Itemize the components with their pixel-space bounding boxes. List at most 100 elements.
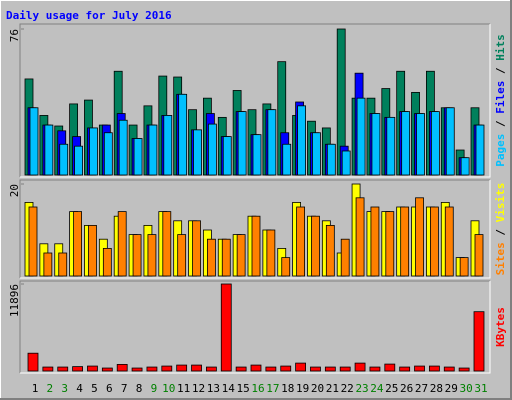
bar (341, 150, 351, 176)
bar (207, 123, 217, 176)
bar (252, 134, 262, 176)
legend-entry: Visits (494, 183, 507, 223)
x-tick-label: 16 (251, 382, 264, 395)
bar (282, 143, 292, 176)
bar (371, 113, 381, 176)
x-tick-label: 6 (106, 382, 113, 395)
bar (429, 206, 439, 277)
bar (445, 107, 455, 176)
x-tick-label: 12 (192, 382, 205, 395)
bar (117, 211, 127, 277)
x-tick-label: 8 (136, 382, 143, 395)
bar (356, 97, 366, 176)
bar (59, 143, 69, 176)
bar (430, 111, 440, 176)
bar (43, 252, 53, 277)
bar (161, 365, 173, 372)
bar (222, 136, 232, 176)
bar (206, 238, 216, 277)
bar (384, 363, 396, 372)
bar (176, 364, 188, 372)
x-tick-label: 23 (355, 382, 368, 395)
bar (220, 283, 232, 372)
bar (355, 197, 365, 277)
bar (443, 366, 455, 372)
x-tick-label: 5 (91, 382, 98, 395)
bar (370, 206, 380, 277)
chart-title: Daily usage for July 2016 (6, 9, 172, 22)
bar (414, 365, 425, 372)
legend: Sites / Visits (494, 183, 507, 276)
bar (177, 234, 187, 277)
bar (266, 229, 276, 277)
bar (251, 215, 261, 277)
x-tick-label: 31 (474, 382, 487, 395)
x-tick-label: 18 (281, 382, 294, 395)
bar (205, 366, 217, 372)
bar (250, 364, 262, 372)
bar (132, 234, 142, 277)
bar (29, 107, 39, 176)
bar (102, 247, 112, 277)
bar (416, 113, 425, 176)
bar (428, 365, 440, 372)
bar (444, 206, 454, 277)
y-tick-label: 76 (8, 29, 21, 42)
bar (192, 220, 201, 277)
bar (116, 364, 128, 372)
x-tick-label: 7 (121, 382, 128, 395)
legend-separator: / (494, 222, 507, 242)
legend-entry: Sites (494, 242, 507, 275)
bar (191, 364, 202, 372)
y-tick-label: 11896 (8, 284, 21, 317)
panel-bevel (20, 24, 491, 178)
bar (74, 145, 83, 176)
bar (131, 367, 143, 372)
x-tick-label: 3 (61, 382, 68, 395)
legend-entry: Files (494, 81, 507, 114)
bar (399, 366, 411, 372)
bar (44, 124, 54, 176)
bar (354, 362, 366, 372)
bar (473, 311, 485, 372)
bar (178, 93, 188, 176)
x-tick-label: 9 (151, 382, 158, 395)
bar (221, 238, 231, 277)
bar (236, 234, 246, 277)
bar (311, 215, 320, 277)
bar (237, 111, 247, 176)
bar (27, 352, 39, 372)
x-tick-label: 4 (76, 382, 83, 395)
bar (162, 211, 172, 277)
bar (415, 197, 424, 277)
x-tick-label: 25 (385, 382, 398, 395)
bar (385, 211, 395, 277)
bar (133, 138, 143, 176)
bar (163, 115, 173, 176)
legend-entry: KBytes (494, 307, 507, 347)
x-tick-label: 14 (222, 382, 236, 395)
bar (326, 143, 336, 176)
x-tick-label: 13 (207, 382, 220, 395)
bar (297, 105, 307, 176)
bar (58, 252, 68, 277)
x-tick-label: 17 (266, 382, 279, 395)
bar (296, 206, 306, 277)
bar (474, 234, 484, 277)
x-tick-label: 30 (460, 382, 473, 395)
bar (146, 366, 158, 372)
panel-bevel (19, 23, 490, 177)
bar (147, 234, 157, 277)
x-tick-label: 21 (326, 382, 339, 395)
bar (235, 366, 247, 372)
panel (20, 281, 490, 373)
panel-bevel (20, 180, 491, 279)
bar (148, 124, 158, 176)
panel-bevel (19, 280, 490, 373)
legend: KBytes (494, 307, 507, 347)
bar (42, 366, 54, 372)
bar (401, 111, 411, 176)
x-tick-label: 19 (296, 382, 309, 395)
panel-bevel (19, 179, 490, 278)
